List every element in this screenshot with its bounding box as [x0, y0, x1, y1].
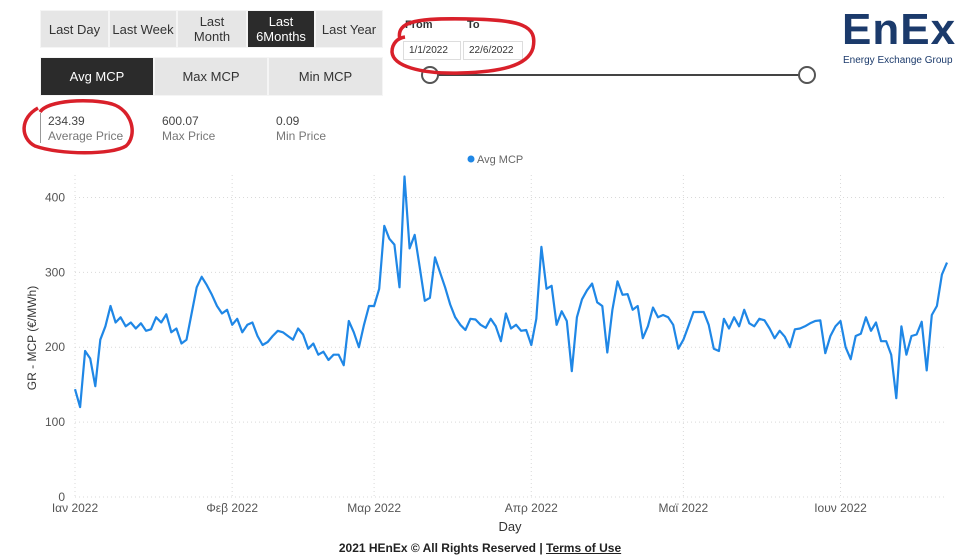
- kpi-divider: [40, 113, 41, 143]
- period-button-label: Last 6Months: [256, 14, 306, 44]
- x-tick-label: Ιαν 2022: [52, 501, 99, 515]
- period-button-label: Last Month: [193, 14, 231, 44]
- period-button-last-year[interactable]: Last Year: [315, 10, 383, 48]
- kpi-value: 234.39: [48, 114, 85, 128]
- footer: 2021 HEnEx © All Rights Reserved | Terms…: [0, 541, 960, 555]
- y-axis-title: GR - MCP (€/MWh): [25, 286, 39, 390]
- enex-logo-subtitle: Energy Exchange Group: [843, 55, 953, 66]
- period-button-last-6months[interactable]: Last 6Months: [247, 10, 315, 48]
- chart-legend: Avg MCP: [467, 154, 523, 166]
- chart-axes: 0 100 200 300 400 Ιαν 2022 Φεβ 2022 Μαρ 2022 Απρ…: [45, 190, 867, 515]
- x-tick-label: Ιουν 2022: [814, 501, 867, 515]
- kpi-max-price: 600.07 Max Price: [162, 114, 215, 144]
- kpi-average-price: 234.39 Average Price: [48, 114, 123, 144]
- chart-grid: [74, 175, 947, 498]
- metric-button-avg-mcp[interactable]: Avg MCP: [40, 57, 154, 96]
- legend-marker: [467, 155, 475, 163]
- y-tick-label: 100: [45, 415, 65, 429]
- kpi-min-price: 0.09 Min Price: [276, 114, 326, 144]
- x-tick-label: Φεβ 2022: [206, 501, 258, 515]
- terms-of-use-link[interactable]: Terms of Use: [546, 541, 622, 555]
- avg-mcp-series-line: [73, 175, 949, 409]
- kpi-value: 600.07: [162, 114, 199, 128]
- metric-button-min-mcp[interactable]: Min MCP: [268, 57, 383, 96]
- metric-button-label: Max MCP: [182, 69, 240, 84]
- y-tick-label: 200: [45, 340, 65, 354]
- period-button-label: Last Week: [112, 21, 174, 37]
- enex-logo: EnEx: [842, 5, 957, 54]
- mcp-line-chart: 0 100 200 300 400 Ιαν 2022 Φεβ 2022 Μαρ 2022 Απρ…: [25, 154, 949, 534]
- to-label: To: [467, 19, 480, 31]
- metric-button-max-mcp[interactable]: Max MCP: [154, 57, 268, 96]
- period-button-last-day[interactable]: Last Day: [40, 10, 109, 48]
- period-button-label: Last Year: [321, 21, 377, 37]
- y-tick-label: 400: [45, 190, 65, 204]
- from-date-input[interactable]: 1/1/2022: [403, 41, 461, 60]
- kpi-label: Average Price: [48, 129, 124, 143]
- y-tick-label: 0: [58, 490, 65, 504]
- from-label: From: [405, 19, 433, 31]
- period-button-label: Last Day: [48, 21, 101, 37]
- x-tick-label: Μαϊ 2022: [659, 501, 709, 515]
- to-date-input[interactable]: 22/6/2022: [463, 41, 523, 60]
- kpi-value: 0.09: [276, 114, 300, 128]
- metric-button-label: Min MCP: [298, 69, 353, 84]
- kpi-label: Min Price: [276, 129, 327, 143]
- x-axis-title: Day: [498, 519, 522, 534]
- period-button-last-month[interactable]: Last Month: [177, 10, 247, 48]
- y-tick-label: 300: [45, 265, 65, 279]
- kpi-label: Max Price: [162, 129, 216, 143]
- metric-button-label: Avg MCP: [69, 69, 125, 84]
- slider-start-handle[interactable]: [421, 66, 439, 84]
- x-tick-label: Απρ 2022: [505, 501, 558, 515]
- slider-end-handle[interactable]: [798, 66, 816, 84]
- period-button-last-week[interactable]: Last Week: [109, 10, 177, 48]
- x-tick-label: Μαρ 2022: [347, 501, 401, 515]
- date-range-slider[interactable]: [415, 62, 825, 88]
- legend-label: Avg MCP: [477, 154, 523, 166]
- footer-copyright: 2021 HEnEx © All Rights Reserved |: [338, 541, 547, 555]
